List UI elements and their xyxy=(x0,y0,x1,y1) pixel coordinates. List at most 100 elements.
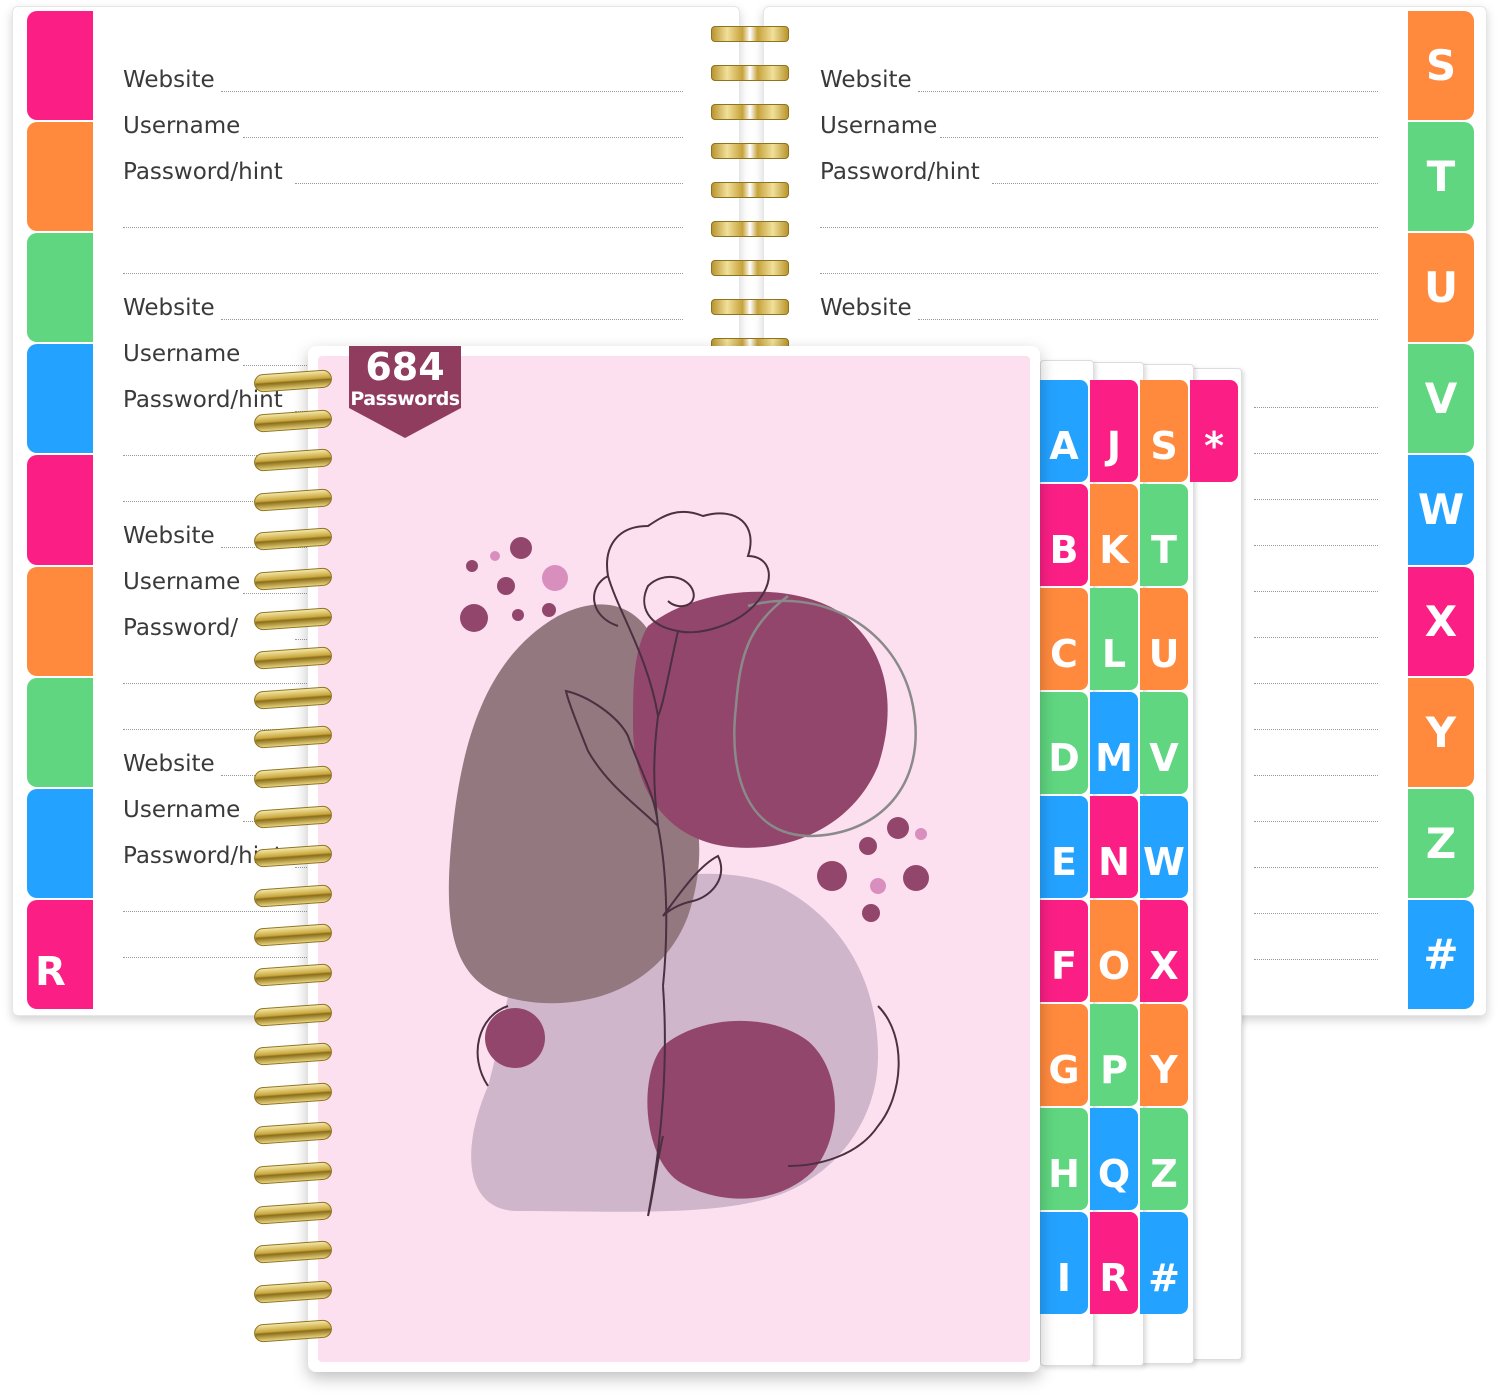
gray-outline-circle xyxy=(733,595,917,838)
right-entry-extra-line[interactable] xyxy=(1254,867,1378,868)
right-entry-username-line[interactable] xyxy=(940,137,1378,138)
spiral-ring xyxy=(711,143,789,159)
cover-divider-tab[interactable]: S xyxy=(1140,380,1188,482)
left-page-tab[interactable] xyxy=(27,122,93,232)
cover-divider-tab[interactable]: G xyxy=(1040,1004,1088,1106)
left-entry-username-label: Username xyxy=(123,797,241,823)
left-entry-password-line[interactable] xyxy=(295,183,683,184)
spiral-ring xyxy=(253,1082,333,1106)
spiral-ring xyxy=(711,221,789,237)
cover-divider-tab[interactable]: F xyxy=(1040,900,1088,1002)
left-entry-website-line[interactable] xyxy=(221,319,683,320)
spiral-ring xyxy=(253,1042,333,1066)
right-page-tab[interactable]: Y xyxy=(1408,677,1474,787)
right-entry-website-line[interactable] xyxy=(918,319,1378,320)
cover-divider-tab[interactable]: R xyxy=(1090,1212,1138,1314)
right-entry-extra-line[interactable] xyxy=(1254,729,1378,730)
cover-divider-tab[interactable]: E xyxy=(1040,796,1088,898)
cover-divider-tab[interactable]: Y xyxy=(1140,1004,1188,1106)
right-entry-extra-line[interactable] xyxy=(1254,407,1378,408)
right-page-tab[interactable]: U xyxy=(1408,233,1474,343)
left-entry-website-line[interactable] xyxy=(221,91,683,92)
right-page-tab[interactable]: # xyxy=(1408,899,1474,1009)
cover-divider-tab[interactable]: B xyxy=(1040,484,1088,586)
left-entry-extra-line[interactable] xyxy=(123,227,683,228)
right-entry-website-line[interactable] xyxy=(918,91,1378,92)
cover-divider-tab[interactable]: C xyxy=(1040,588,1088,690)
cover-divider-tab[interactable]: # xyxy=(1140,1212,1188,1314)
left-entry-password-label: Password/hint xyxy=(123,387,283,413)
cover-divider-tab-letter: D xyxy=(1048,736,1080,780)
spiral-ring xyxy=(253,527,333,552)
right-page-tab[interactable]: T xyxy=(1408,122,1474,232)
cover-divider-tab[interactable]: O xyxy=(1090,900,1138,1002)
cover-divider-tab[interactable]: A xyxy=(1040,380,1088,482)
cover-divider-tab[interactable]: J xyxy=(1090,380,1138,482)
cover-divider-tab[interactable]: D xyxy=(1040,692,1088,794)
left-page-tab[interactable] xyxy=(27,455,93,565)
left-page-tab[interactable] xyxy=(27,344,93,454)
left-page-tab[interactable] xyxy=(27,233,93,343)
left-entry-username-line[interactable] xyxy=(243,137,683,138)
right-page-tab[interactable]: X xyxy=(1408,566,1474,676)
spiral-ring xyxy=(253,1200,333,1225)
cover-divider-tab[interactable]: U xyxy=(1140,588,1188,690)
right-entry-extra-line[interactable] xyxy=(1254,591,1378,592)
right-entry-extra-line[interactable] xyxy=(1254,499,1378,500)
spiral-ring xyxy=(253,408,333,433)
cover-divider-tab[interactable]: * xyxy=(1190,380,1238,482)
right-entry-password-line[interactable] xyxy=(992,183,1378,184)
left-page-tab[interactable] xyxy=(27,11,93,121)
cover-divider-tab-letter: F xyxy=(1051,944,1077,988)
cover-divider-tab[interactable]: L xyxy=(1090,588,1138,690)
right-page-tab[interactable]: V xyxy=(1408,344,1474,454)
right-entry-extra-line[interactable] xyxy=(1254,637,1378,638)
cover-divider-tab[interactable]: I xyxy=(1040,1212,1088,1314)
cover-divider-tab[interactable]: Q xyxy=(1090,1108,1138,1210)
left-entry-username-label: Username xyxy=(123,113,241,139)
spiral-ring xyxy=(253,923,333,948)
cover-divider-tab[interactable]: M xyxy=(1090,692,1138,794)
right-entry-extra-line[interactable] xyxy=(1254,545,1378,546)
right-entry-extra-line[interactable] xyxy=(1254,913,1378,914)
cover-divider-tab[interactable]: H xyxy=(1040,1108,1088,1210)
cover-divider-tab[interactable]: W xyxy=(1140,796,1188,898)
right-entry-extra-line[interactable] xyxy=(1254,683,1378,684)
right-entry-extra-line[interactable] xyxy=(1254,959,1378,960)
left-page-tab[interactable] xyxy=(27,677,93,787)
cover-divider-tab[interactable]: X xyxy=(1140,900,1188,1002)
right-page-tab[interactable]: Z xyxy=(1408,788,1474,898)
right-entry-extra-line[interactable] xyxy=(820,227,1378,228)
cover-divider-tab-letter: G xyxy=(1048,1048,1080,1092)
left-entry-extra-line[interactable] xyxy=(123,273,683,274)
left-page-tab[interactable] xyxy=(27,788,93,898)
cover-divider-tab[interactable]: Z xyxy=(1140,1108,1188,1210)
abstract-rose-illustration xyxy=(448,510,929,1217)
spiral-ring xyxy=(711,299,789,315)
right-page-entries: Website Username Password/hint Website xyxy=(764,7,1486,1015)
cover-divider-tab-letter: E xyxy=(1051,840,1077,884)
right-entry-extra-line[interactable] xyxy=(1254,775,1378,776)
cover-divider-tab[interactable]: K xyxy=(1090,484,1138,586)
cover-divider-tab[interactable]: P xyxy=(1090,1004,1138,1106)
right-entry-extra-line[interactable] xyxy=(1254,453,1378,454)
right-page-tab[interactable]: S xyxy=(1408,11,1474,121)
cover-divider-tab-letter: O xyxy=(1097,944,1131,988)
cover-divider-tab[interactable]: V xyxy=(1140,692,1188,794)
password-count-badge: 684 Passwords xyxy=(349,346,461,438)
left-entry-website-label: Website xyxy=(123,751,215,777)
spiral-ring xyxy=(253,488,333,512)
right-page-tab[interactable]: W xyxy=(1408,455,1474,565)
cover-divider-tab-letter: * xyxy=(1204,424,1224,468)
cover-divider-tab-letter: V xyxy=(1149,736,1179,780)
left-page-tab[interactable]: R xyxy=(27,899,93,1009)
right-entry-extra-line[interactable] xyxy=(1254,821,1378,822)
left-entry-password-label: Password/hint xyxy=(123,843,283,869)
right-page-tab-letter: X xyxy=(1424,596,1458,646)
left-entry-username-label: Username xyxy=(123,341,241,367)
left-page-tab[interactable] xyxy=(27,566,93,676)
spiral-ring xyxy=(711,182,789,198)
cover-divider-tab[interactable]: N xyxy=(1090,796,1138,898)
right-entry-extra-line[interactable] xyxy=(820,273,1378,274)
cover-divider-tab[interactable]: T xyxy=(1140,484,1188,586)
